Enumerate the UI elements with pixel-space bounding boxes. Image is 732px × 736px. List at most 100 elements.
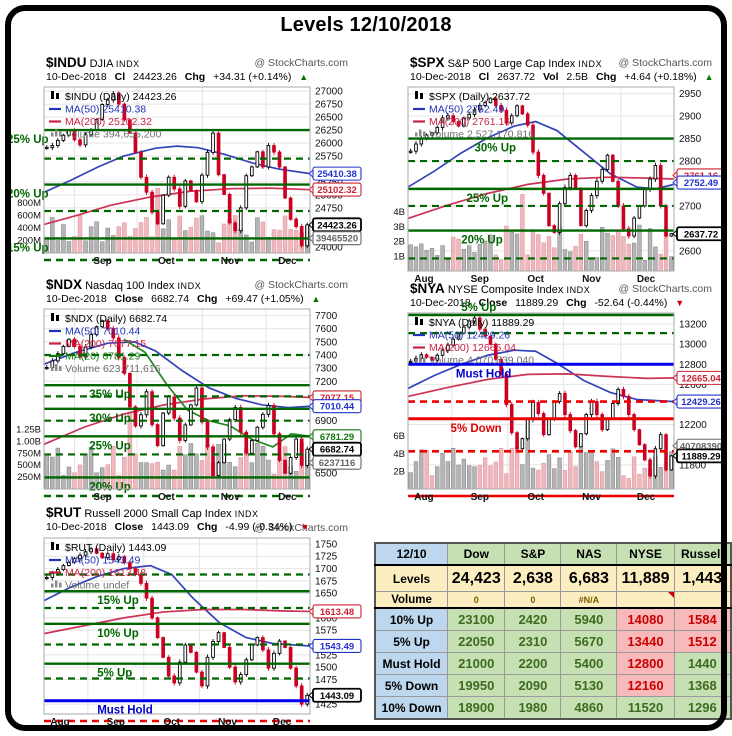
table-value-cell: 1296 bbox=[673, 696, 732, 720]
svg-text:6900: 6900 bbox=[315, 416, 338, 427]
table-value-cell: 21000 bbox=[447, 652, 506, 675]
chart-date: 10-Dec-2018 bbox=[46, 71, 107, 83]
table-value-cell: #N/A bbox=[560, 591, 618, 609]
svg-text:Aug: Aug bbox=[414, 274, 433, 285]
change-value: +34.31 (+0.14%) bbox=[213, 71, 292, 83]
chart-symbol: $INDU bbox=[46, 55, 87, 70]
table-value-cell: 24,423 bbox=[447, 564, 506, 592]
svg-text:1543.49: 1543.49 bbox=[320, 641, 354, 652]
svg-text:25410.38: 25410.38 bbox=[317, 169, 357, 180]
close-value: 24423.26 bbox=[133, 71, 177, 83]
svg-text:7700: 7700 bbox=[315, 311, 338, 322]
chart-header: $NDX Nasdaq 100 Index INDX @ StockCharts… bbox=[6, 278, 366, 293]
svg-text:7600: 7600 bbox=[315, 324, 338, 335]
chart-title: DJIA bbox=[89, 58, 113, 70]
svg-text:7500: 7500 bbox=[315, 337, 338, 348]
svg-text:$INDU (Daily) 24423.26: $INDU (Daily) 24423.26 bbox=[65, 91, 177, 103]
svg-text:MA(200) 2761.16: MA(200) 2761.16 bbox=[429, 116, 510, 128]
change-label: Chg bbox=[595, 71, 617, 83]
svg-text:13000: 13000 bbox=[679, 340, 707, 351]
svg-text:Nov: Nov bbox=[582, 492, 601, 503]
svg-text:6237116: 6237116 bbox=[319, 458, 355, 469]
close-label: Close bbox=[478, 297, 508, 309]
close-label: Close bbox=[114, 293, 144, 305]
svg-text:Dec: Dec bbox=[278, 492, 297, 503]
chart-symbol: $RUT bbox=[46, 505, 82, 520]
svg-text:30% Up: 30% Up bbox=[89, 413, 131, 425]
table-index-header: S&P bbox=[504, 542, 562, 566]
table-value-cell: 13440 bbox=[616, 630, 675, 653]
svg-text:Nov: Nov bbox=[221, 492, 240, 503]
svg-text:26000: 26000 bbox=[315, 139, 343, 150]
svg-text:Oct: Oct bbox=[158, 256, 175, 267]
chart-symbol: $NYA bbox=[410, 281, 445, 296]
svg-text:3B: 3B bbox=[393, 222, 405, 233]
direction-arrow: ▼ bbox=[300, 522, 310, 532]
change-label: Chg bbox=[197, 293, 218, 305]
svg-text:MA(200) 12665.04: MA(200) 12665.04 bbox=[429, 342, 516, 354]
svg-text:12665.04: 12665.04 bbox=[681, 373, 721, 384]
svg-text:Volume 394,655,200: Volume 394,655,200 bbox=[65, 129, 161, 141]
chart-title: Russell 2000 Small Cap Index bbox=[84, 508, 232, 520]
table-value-cell: 2200 bbox=[504, 652, 562, 675]
price-chart-spx: 30% Up 25% Up 20% Up 4B 3B 2B 1B 2950 2900 2850 28… bbox=[393, 86, 726, 285]
chart-date: 10-Dec-2018 bbox=[46, 293, 107, 305]
close-value: 2637.72 bbox=[497, 71, 536, 83]
svg-text:250M: 250M bbox=[17, 472, 41, 483]
table-date-header: 12/10 bbox=[374, 542, 449, 566]
svg-text:5% Up: 5% Up bbox=[97, 668, 132, 680]
svg-text:Must Hold: Must Hold bbox=[97, 705, 153, 717]
svg-text:Sep: Sep bbox=[107, 717, 125, 728]
table-value-cell: 6,683 bbox=[560, 564, 618, 592]
svg-text:Nov: Nov bbox=[582, 274, 601, 285]
chart-date: 10-Dec-2018 bbox=[410, 71, 471, 83]
chart-subheader: 10-Dec-2018 Close 11889.29 Chg -52.64 (-… bbox=[370, 296, 730, 310]
svg-text:26750: 26750 bbox=[315, 100, 343, 111]
svg-text:1725: 1725 bbox=[315, 552, 338, 563]
change-value: +69.47 (+1.05%) bbox=[225, 293, 304, 305]
table-value-cell: 14080 bbox=[616, 607, 675, 631]
svg-text:1B: 1B bbox=[393, 251, 405, 262]
svg-text:1613.48: 1613.48 bbox=[320, 607, 354, 618]
svg-text:11800: 11800 bbox=[679, 460, 707, 471]
svg-text:2950: 2950 bbox=[679, 89, 702, 100]
svg-text:20% Up: 20% Up bbox=[7, 189, 49, 201]
change-label: Chg bbox=[197, 521, 218, 533]
svg-text:5% Up: 5% Up bbox=[461, 302, 496, 314]
svg-text:7400: 7400 bbox=[315, 350, 338, 361]
table-row-label: 10% Up bbox=[374, 607, 449, 631]
svg-text:Oct: Oct bbox=[163, 717, 180, 728]
chart-header: $NYA NYSE Composite Index INDX @ StockCh… bbox=[370, 281, 730, 297]
svg-text:1525: 1525 bbox=[315, 650, 338, 661]
svg-text:MA(50) 1543.49: MA(50) 1543.49 bbox=[65, 555, 140, 567]
svg-text:Sep: Sep bbox=[471, 274, 489, 285]
svg-text:24423.26: 24423.26 bbox=[317, 220, 357, 231]
direction-arrow: ▲ bbox=[299, 72, 309, 82]
svg-text:MA(200) 7077.15: MA(200) 7077.15 bbox=[65, 338, 146, 350]
table-value-cell: 19950 bbox=[447, 674, 506, 697]
stockcharts-watermark: @ StockCharts.com bbox=[254, 279, 348, 291]
svg-text:Sep: Sep bbox=[93, 256, 111, 267]
svg-text:15% Up: 15% Up bbox=[7, 242, 49, 254]
chart-subheader: 10-Dec-2018 Cl 24423.26 Chg +34.31 (+0.1… bbox=[6, 70, 366, 84]
chart-indu: $INDU DJIA INDX @ StockCharts.com 10-Dec… bbox=[6, 56, 366, 268]
table-value-cell bbox=[673, 591, 732, 609]
exchange-label: INDX bbox=[234, 509, 259, 519]
exchange-label: INDX bbox=[177, 281, 202, 291]
svg-text:7010.44: 7010.44 bbox=[320, 402, 355, 413]
table-row-label: 5% Up bbox=[374, 630, 449, 653]
exchange-label: INDX bbox=[578, 59, 603, 69]
chart-rut: $RUT Russell 2000 Small Cap Index INDX @… bbox=[6, 506, 366, 730]
svg-text:500M: 500M bbox=[17, 460, 41, 471]
table-value-cell: 11520 bbox=[616, 696, 675, 720]
svg-text:1575: 1575 bbox=[315, 626, 338, 637]
table-value-cell: 1,443 bbox=[673, 564, 732, 592]
svg-text:750M: 750M bbox=[17, 448, 41, 459]
table-value-cell: 1980 bbox=[504, 696, 562, 720]
table-value-cell: 12800 bbox=[616, 652, 675, 675]
svg-text:26250: 26250 bbox=[315, 126, 343, 137]
chart-header: $SPX S&P 500 Large Cap Index INDX @ Stoc… bbox=[370, 56, 730, 71]
svg-text:Dec: Dec bbox=[273, 717, 292, 728]
table-value-cell: 23100 bbox=[447, 607, 506, 631]
